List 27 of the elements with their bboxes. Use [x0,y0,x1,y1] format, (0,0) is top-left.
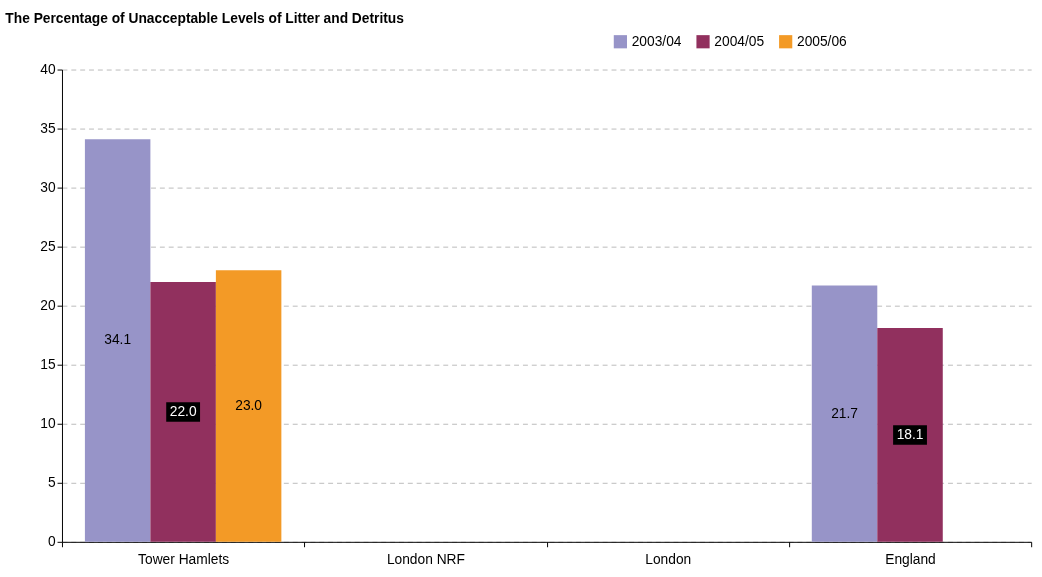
bar [215,270,282,542]
y-tick-label: 25 [40,239,56,255]
y-tick-label: 30 [40,180,56,196]
chart-title: The Percentage of Unacceptable Levels of Litter and Detritus [5,11,405,27]
y-tick-label: 0 [47,534,56,550]
bar [877,328,943,542]
data-label: 23.0 [235,397,263,413]
y-tick-label: 40 [40,61,56,77]
y-tick-label: 20 [40,298,56,314]
legend-label: 2003/04 [631,33,682,49]
x-tick-label: London NRF [386,551,465,567]
legend-label: 2005/06 [797,33,848,49]
data-label: 22.0 [169,403,197,419]
y-tick-label: 35 [40,121,56,136]
x-tick-label: London [645,551,692,567]
bar [811,285,878,542]
data-label: 34.1 [104,332,132,348]
x-tick-label: England [885,551,936,567]
data-label: 21.7 [831,405,858,421]
legend-label: 2004/05 [714,33,765,49]
y-tick-label: 10 [40,416,56,432]
bar [84,139,151,542]
y-tick-label: 5 [47,475,56,491]
bar [150,282,216,542]
y-tick-label: 15 [40,357,56,373]
x-tick-label: Tower Hamlets [138,551,230,567]
data-label: 18.1 [896,426,924,442]
